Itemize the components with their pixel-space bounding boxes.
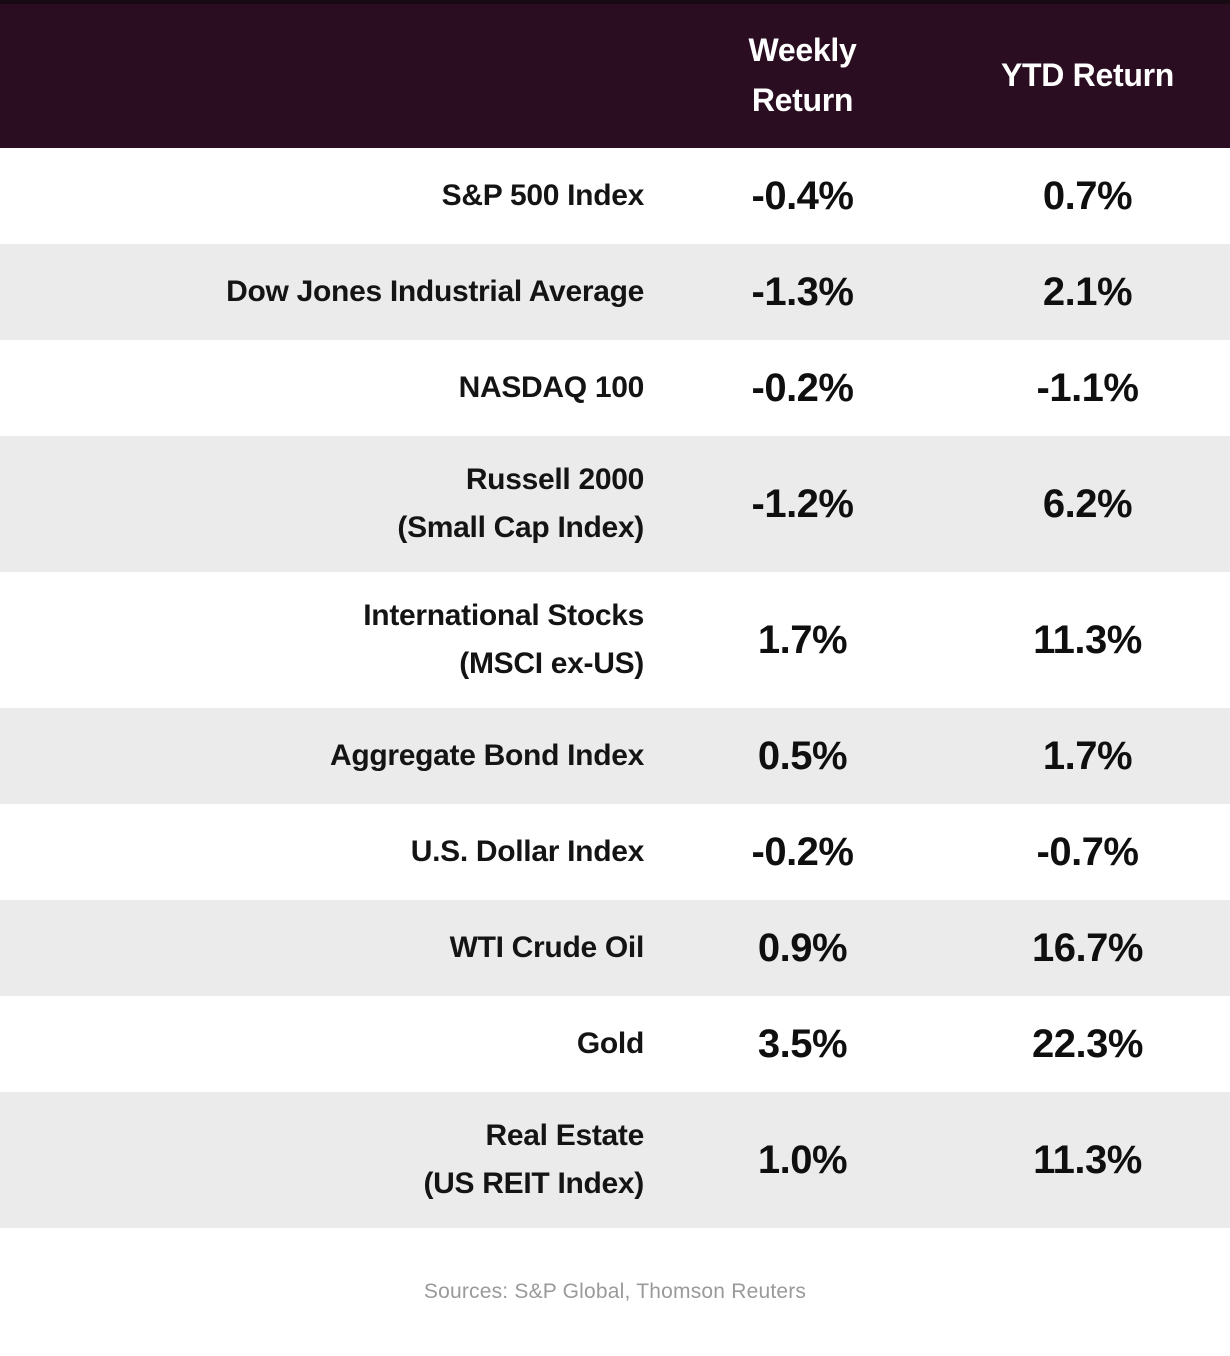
row-label-line: Gold	[576, 1027, 644, 1060]
row-label: Real Estate (US REIT Index)	[0, 1112, 660, 1208]
table-row: International Stocks (MSCI ex-US) 1.7% 11.3…	[0, 572, 1230, 708]
ytd-return-value: -0.7%	[1036, 829, 1140, 874]
row-label: Aggregate Bond Index	[0, 732, 660, 780]
row-label-line: NASDAQ 100	[458, 371, 645, 404]
header-ytd-return-label: YTD Return	[1000, 57, 1174, 94]
header-weekly-return-label: Weekly Return	[748, 32, 857, 118]
table-footer: Sources: S&P Global, Thomson Reuters	[0, 1228, 1230, 1356]
ytd-return-value: 2.1%	[1042, 269, 1133, 314]
row-label-line: (US REIT Index)	[423, 1167, 644, 1200]
weekly-return-value: -0.2%	[751, 829, 855, 874]
table-body: S&P 500 Index -0.4% 0.7% Dow Jones Industri…	[0, 148, 1230, 1228]
ytd-return-value: -1.1%	[1036, 365, 1140, 410]
ytd-return-value: 1.7%	[1042, 733, 1133, 778]
weekly-return-value: -0.2%	[751, 365, 855, 410]
row-label-line: Aggregate Bond Index	[329, 739, 644, 772]
row-label: S&P 500 Index	[0, 172, 660, 220]
row-label: International Stocks (MSCI ex-US)	[0, 592, 660, 688]
table-row: Russell 2000 (Small Cap Index) -1.2% 6.2%	[0, 436, 1230, 572]
weekly-return-value: 3.5%	[757, 1021, 848, 1066]
ytd-return-value: 11.3%	[1033, 617, 1142, 662]
row-label: WTI Crude Oil	[0, 924, 660, 972]
table-header-row: Weekly Return YTD Return	[0, 0, 1230, 148]
row-label-line: S&P 500 Index	[441, 179, 645, 212]
row-label-line: (MSCI ex-US)	[459, 647, 644, 680]
weekly-return-value: 0.5%	[757, 733, 848, 778]
weekly-return-value: 0.9%	[757, 925, 848, 970]
row-label: Russell 2000 (Small Cap Index)	[0, 456, 660, 552]
sources-note: Sources: S&P Global, Thomson Reuters	[423, 1280, 807, 1303]
row-label-line: Dow Jones Industrial Average	[226, 275, 644, 308]
table-row: WTI Crude Oil 0.9% 16.7%	[0, 900, 1230, 996]
header-ytd-return: YTD Return	[945, 51, 1230, 101]
row-label-line: International Stocks	[363, 599, 644, 632]
table-row: S&P 500 Index -0.4% 0.7%	[0, 148, 1230, 244]
weekly-return-value: -1.2%	[751, 481, 855, 526]
table-row: Aggregate Bond Index 0.5% 1.7%	[0, 708, 1230, 804]
ytd-return-value: 6.2%	[1042, 481, 1133, 526]
row-label: Gold	[0, 1020, 660, 1068]
table-row: Real Estate (US REIT Index) 1.0% 11.3%	[0, 1092, 1230, 1228]
weekly-return-value: -1.3%	[751, 269, 855, 314]
table-row: Gold 3.5% 22.3%	[0, 996, 1230, 1092]
ytd-return-value: 22.3%	[1032, 1021, 1143, 1066]
ytd-return-value: 0.7%	[1042, 173, 1133, 218]
row-label-line: Russell 2000	[465, 463, 644, 496]
row-label-line: WTI Crude Oil	[449, 931, 645, 964]
row-label-line: Real Estate	[485, 1119, 645, 1152]
weekly-return-value: 1.0%	[757, 1137, 848, 1182]
row-label: U.S. Dollar Index	[0, 828, 660, 876]
row-label-line: U.S. Dollar Index	[410, 835, 645, 868]
header-weekly-return: Weekly Return	[660, 26, 945, 125]
table-row: NASDAQ 100 -0.2% -1.1%	[0, 340, 1230, 436]
table-row: U.S. Dollar Index -0.2% -0.7%	[0, 804, 1230, 900]
row-label-line: (Small Cap Index)	[397, 511, 644, 544]
weekly-return-value: -0.4%	[751, 173, 855, 218]
row-label: NASDAQ 100	[0, 364, 660, 412]
table-row: Dow Jones Industrial Average -1.3% 2.1%	[0, 244, 1230, 340]
weekly-return-value: 1.7%	[757, 617, 848, 662]
ytd-return-value: 11.3%	[1033, 1137, 1142, 1182]
row-label: Dow Jones Industrial Average	[0, 268, 660, 316]
ytd-return-value: 16.7%	[1032, 925, 1143, 970]
